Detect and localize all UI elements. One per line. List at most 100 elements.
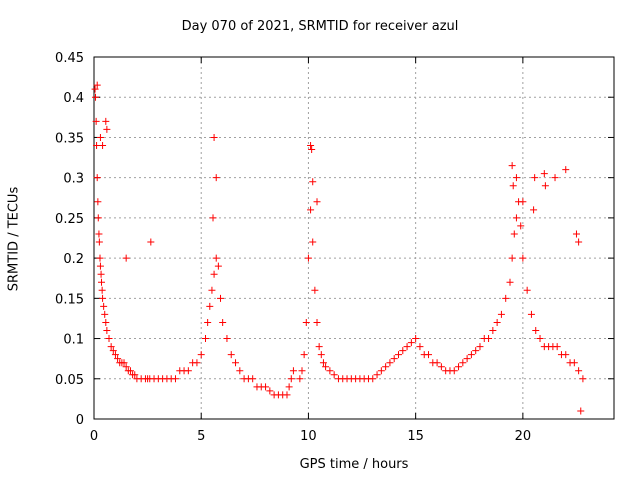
data-point [463,355,471,363]
data-point [407,339,415,347]
data-point [208,286,216,294]
data-point [122,363,130,371]
data-point [530,206,538,214]
data-point [489,327,497,335]
data-point [93,174,101,182]
data-point [450,367,458,375]
y-tick-label: 0.25 [55,212,84,227]
data-point [527,310,535,318]
data-point [307,141,315,149]
data-point [536,335,544,343]
data-point [506,278,514,286]
data-point [98,286,106,294]
data-point [390,355,398,363]
data-point [307,206,315,214]
data-point [131,371,139,379]
data-point [531,174,539,182]
data-point [382,363,390,371]
data-point [285,383,293,391]
data-point [107,343,115,351]
data-point [103,327,111,335]
data-point [95,230,103,238]
data-point [512,174,520,182]
data-point [315,343,323,351]
y-tick-label: 0.45 [55,51,84,66]
data-point [517,222,525,230]
data-point [309,178,317,186]
data-point [95,238,103,246]
data-point [519,198,527,206]
data-point [437,363,445,371]
data-point [399,347,407,355]
data-point [455,363,463,371]
data-point [219,318,227,326]
data-point [577,407,585,415]
data-point [209,214,217,222]
data-point [572,230,580,238]
x-tick-label: 0 [90,429,98,444]
data-point [562,166,570,174]
data-point [249,375,257,383]
data-point [114,355,122,363]
data-point [100,302,108,310]
data-point [508,254,516,262]
data-point [103,125,111,133]
x-tick-label: 15 [407,429,424,444]
data-point [94,198,102,206]
data-point [236,367,244,375]
y-tick-label: 0.35 [55,131,84,146]
data-point [510,230,518,238]
data-point [92,93,100,101]
data-point [102,117,110,125]
data-point [197,351,205,359]
data-point [575,367,583,375]
data-point [575,238,583,246]
data-point [193,359,201,367]
data-point [570,359,578,367]
data-point [206,302,214,310]
data-point [96,254,104,262]
data-points [91,81,587,415]
data-point [204,318,212,326]
data-point [232,359,240,367]
data-point [308,146,316,154]
data-point [210,270,218,278]
data-point [425,351,433,359]
data-point [403,343,411,351]
y-axis-label: SRMTID / TECUs [6,186,22,292]
data-point [459,359,467,367]
data-point [313,198,321,206]
x-axis-label: GPS time / hours [299,457,409,472]
data-point [472,347,480,355]
data-point [512,214,520,222]
data-point [93,141,101,149]
data-point [99,294,107,302]
data-point [394,351,402,359]
data-point [102,318,110,326]
data-point [266,387,274,395]
y-tick-label: 0.1 [63,333,84,348]
data-point [120,359,128,367]
y-tick-label: 0.15 [55,292,84,307]
data-point [508,162,516,170]
data-point [96,133,104,141]
data-point [304,254,312,262]
data-point [171,375,179,383]
data-point [94,214,102,222]
data-point [289,367,297,375]
y-tick-label: 0 [76,413,84,428]
data-point [326,367,334,375]
data-point [319,359,327,367]
data-point [298,367,306,375]
data-point [227,351,235,359]
data-point [540,170,548,178]
y-tick-label: 0.3 [63,172,84,187]
data-point [91,85,99,93]
data-point [287,375,295,383]
data-point [493,318,501,326]
data-point [126,367,134,375]
plot-frame [93,56,615,420]
data-point [202,335,210,343]
data-point [485,335,493,343]
grid-lines [94,57,614,419]
